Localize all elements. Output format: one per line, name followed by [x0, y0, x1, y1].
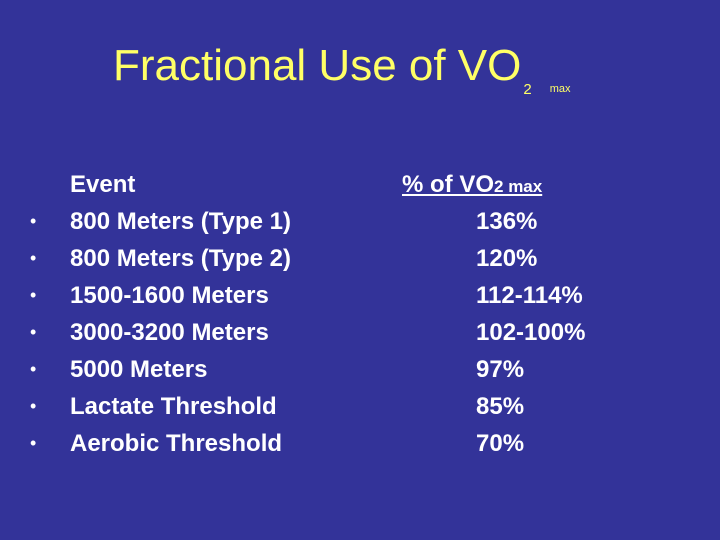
bullet-icon: • — [30, 322, 37, 342]
percent-header-prefix: % of VO — [402, 171, 495, 198]
event-label: 5000 Meters — [70, 356, 208, 383]
title-suffix: max — [549, 83, 571, 95]
bullet-icon: • — [30, 285, 37, 305]
percent-value: 120% — [476, 245, 538, 272]
event-header-row: Event — [30, 166, 291, 203]
list-item: • 800 Meters (Type 1) — [30, 203, 291, 240]
title-subscript: 2 — [523, 81, 532, 98]
bullet-icon: • — [30, 359, 37, 379]
list-item: • 5000 Meters — [30, 351, 291, 388]
percent-value: 102-100% — [476, 319, 586, 346]
event-label: Aerobic Threshold — [70, 430, 283, 457]
list-item: • 3000-3200 Meters — [30, 314, 291, 351]
bullet-icon: • — [30, 433, 37, 453]
percent-column: % of VO2 max 136% 120% 112-114% 102-100%… — [402, 166, 585, 462]
percent-header: % of VO2 max — [402, 166, 585, 203]
bullet-icon: • — [30, 211, 37, 231]
event-header: Event — [70, 171, 136, 198]
event-label: 800 Meters (Type 2) — [70, 245, 291, 272]
event-label: 3000-3200 Meters — [70, 319, 269, 346]
event-column: Event • 800 Meters (Type 1) • 800 Meters (… — [30, 166, 291, 462]
bullet-icon: • — [30, 396, 37, 416]
list-item: • 800 Meters (Type 2) — [30, 240, 291, 277]
bullet-icon: • — [30, 248, 37, 268]
percent-value: 70% — [476, 430, 525, 457]
percent-value: 97% — [476, 356, 525, 383]
slide-title: Fractional Use of VO 2 max — [113, 40, 571, 103]
percent-value: 85% — [476, 393, 525, 420]
event-label: Lactate Threshold — [70, 393, 277, 420]
percent-value: 112-114% — [476, 282, 583, 309]
percent-value: 136% — [476, 208, 538, 235]
list-item: • 1500-1600 Meters — [30, 277, 291, 314]
event-label: 800 Meters (Type 1) — [70, 208, 291, 235]
title-main: Fractional Use of VO — [113, 41, 522, 90]
list-item: • Lactate Threshold — [30, 388, 291, 425]
event-label: 1500-1600 Meters — [70, 282, 269, 309]
list-item: • Aerobic Threshold — [30, 425, 291, 462]
percent-header-sub: 2 max — [494, 177, 543, 196]
